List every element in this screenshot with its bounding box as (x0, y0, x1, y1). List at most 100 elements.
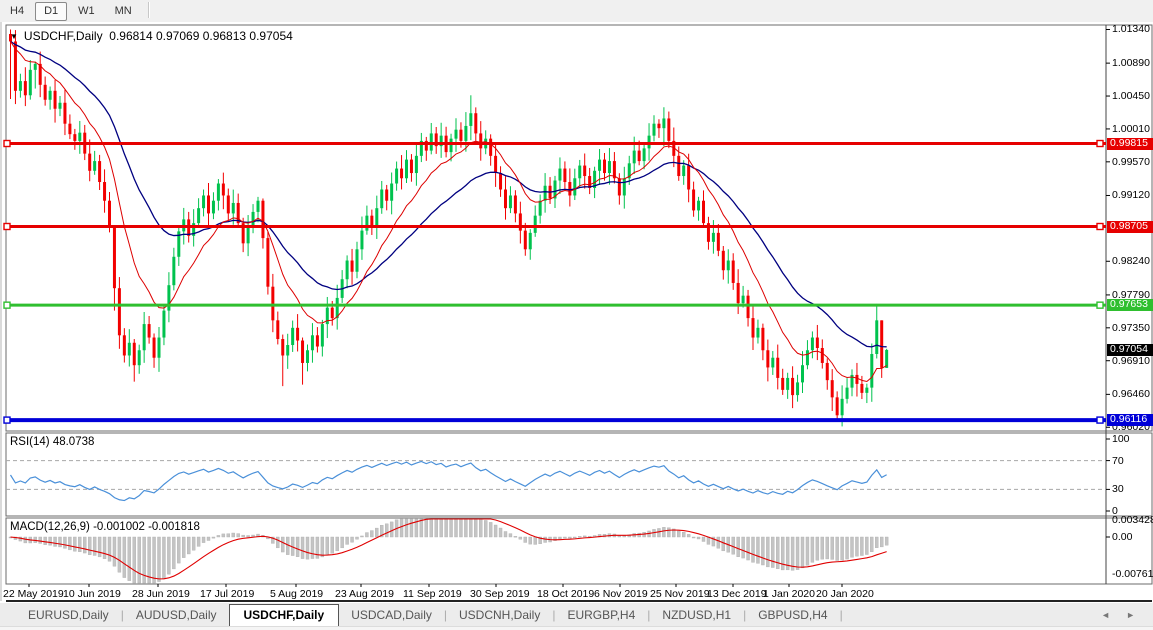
candle-body (261, 200, 265, 239)
chart-canvas[interactable] (0, 22, 1153, 603)
symbol-tab-bar: EURUSD,Daily | AUDUSD,Daily USDCHF,Daily USD… (0, 603, 1153, 627)
line-anchor-handle[interactable] (3, 416, 11, 424)
macd-histogram-bar (880, 536, 884, 548)
macd-histogram-bar (493, 524, 498, 538)
macd-histogram-bar (875, 536, 879, 548)
macd-histogram-bar (310, 536, 315, 559)
candle-body (236, 202, 240, 224)
symbol-tab-eurgbp[interactable]: EURGBP,H4 (567, 608, 636, 622)
macd-histogram-bar (855, 536, 859, 557)
symbol-tab-usdcad[interactable]: USDCAD,Daily (351, 608, 432, 622)
macd-signal-line (10, 518, 887, 580)
macd-histogram-bar (23, 536, 28, 544)
tab-separator: | (443, 608, 447, 622)
macd-histogram-bar (865, 536, 869, 555)
candle-body (241, 223, 245, 244)
macd-histogram-bar (300, 536, 305, 559)
macd-histogram-bar (340, 536, 344, 549)
candle-body (518, 213, 522, 231)
macd-pane-border (5, 517, 1153, 585)
candle-body (375, 208, 379, 227)
macd-histogram-bar (543, 536, 547, 543)
candle-body (865, 387, 869, 393)
macd-histogram-bar (172, 536, 176, 570)
symbol-tab-audusd[interactable]: AUDUSD,Daily (135, 608, 217, 622)
candle-body (251, 211, 255, 227)
macd-histogram-bar (112, 536, 117, 567)
date-tick-label: 6 Nov 2019 (594, 588, 648, 600)
symbol-tab-eurusd[interactable]: EURUSD,Daily (28, 608, 109, 622)
timeframe-button-w1[interactable]: W1 (78, 5, 95, 17)
line-anchor-handle[interactable] (1096, 139, 1104, 148)
candle-body (721, 250, 725, 271)
macd-histogram-bar (221, 533, 226, 538)
symbol-tab-nzdusd[interactable]: NZDUSD,H1 (662, 608, 732, 622)
candle-body (98, 161, 102, 183)
candle-body (796, 382, 800, 396)
line-anchor-handle[interactable] (3, 301, 11, 309)
macd-histogram-bar (236, 533, 240, 538)
date-tick-label: 1 Jan 2020 (763, 588, 815, 600)
candle-body (291, 327, 295, 346)
candle-body (88, 153, 92, 171)
level-price-badge: 0.97653 (1107, 299, 1153, 312)
macd-histogram-bar (231, 532, 235, 538)
candle-body (880, 320, 884, 368)
line-anchor-handle[interactable] (1096, 416, 1104, 424)
macd-histogram-bar (508, 533, 513, 538)
line-anchor-handle[interactable] (3, 222, 11, 231)
candle-body (756, 327, 760, 338)
macd-histogram-bar (444, 518, 448, 538)
macd-histogram-bar (83, 536, 87, 554)
symbol-tab-usdcnh[interactable]: USDCNH,Daily (459, 608, 541, 622)
macd-histogram-bar (870, 536, 874, 552)
macd-histogram-bar (830, 536, 834, 560)
candle-body (736, 282, 740, 304)
macd-histogram-bar (454, 518, 458, 538)
macd-histogram-bar (152, 536, 156, 584)
line-anchor-handle[interactable] (1096, 222, 1104, 231)
timeframe-button-h4[interactable]: H4 (10, 5, 25, 17)
macd-histogram-bar (691, 536, 696, 539)
macd-histogram-bar (186, 536, 191, 555)
macd-histogram-bar (781, 536, 785, 571)
candle-body (494, 155, 498, 174)
line-anchor-handle[interactable] (1096, 301, 1104, 309)
timeframe-button-d1[interactable]: D1 (35, 2, 68, 21)
symbol-tab-usdchf[interactable]: USDCHF,Daily (228, 604, 340, 627)
candle-body (810, 337, 814, 351)
macd-histogram-bar (672, 528, 676, 538)
candle-body (38, 63, 42, 85)
tab-separator: | (552, 608, 556, 622)
tabs-scroll-left-arrow[interactable]: ◄ (1101, 610, 1111, 620)
date-tick-label: 11 Sep 2019 (403, 588, 462, 600)
candle-body (855, 374, 859, 384)
candle-body (578, 165, 582, 179)
candle-body (667, 118, 671, 141)
candle-body (657, 123, 661, 129)
candle-body (147, 324, 151, 338)
macd-histogram-bar (820, 536, 824, 560)
macd-histogram-bar (399, 518, 404, 538)
macd-histogram-bar (424, 518, 428, 538)
candle-body (776, 357, 780, 378)
candle-body (791, 377, 795, 396)
line-anchor-handle[interactable] (3, 139, 11, 148)
candle-body (320, 324, 324, 347)
candle-body (830, 380, 834, 398)
candle-body (13, 41, 17, 91)
candle-body (593, 170, 597, 188)
price-tick-label: 0.98240 (1112, 255, 1150, 268)
timeframe-button-mn[interactable]: MN (114, 5, 132, 17)
tabs-scroll-right-arrow[interactable]: ► (1126, 610, 1135, 620)
candle-body (607, 161, 611, 174)
chart-symbol-period: USDCHF,Daily (23, 29, 103, 43)
macd-histogram-bar (469, 518, 473, 538)
macd-histogram-bar (667, 527, 671, 538)
candle-body (365, 215, 369, 231)
candle-body (499, 173, 503, 190)
macd-histogram-bar (87, 536, 92, 555)
chart-dropdown-icon[interactable]: ▼ (10, 32, 18, 41)
candle-body (424, 140, 428, 151)
symbol-tab-gbpusd[interactable]: GBPUSD,H4 (758, 608, 828, 622)
